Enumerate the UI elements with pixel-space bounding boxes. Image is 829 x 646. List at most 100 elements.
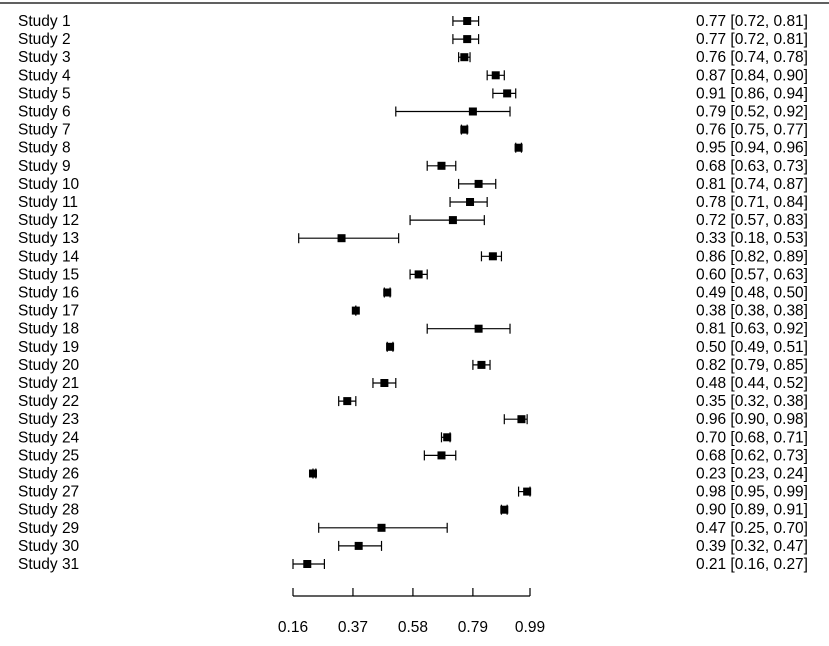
study-row: Study 19 0.50 [0.49, 0.51] bbox=[18, 339, 808, 356]
study-row: Study 27 0.98 [0.95, 0.99] bbox=[18, 484, 808, 501]
point-estimate-marker bbox=[460, 125, 469, 134]
point-estimate-marker bbox=[500, 505, 509, 514]
study-label: Study 12 bbox=[18, 212, 79, 229]
study-label: Study 14 bbox=[18, 248, 80, 265]
x-axis-tick-label: 0.37 bbox=[338, 619, 368, 636]
study-row: Study 25 0.68 [0.62, 0.73] bbox=[18, 447, 808, 464]
estimate-ci-text: 0.87 [0.84, 0.90] bbox=[696, 67, 808, 84]
point-estimate-marker bbox=[448, 216, 457, 225]
x-axis-tick-label: 0.16 bbox=[278, 619, 308, 636]
study-row: Study 29 0.47 [0.25, 0.70] bbox=[18, 520, 808, 537]
point-estimate-marker bbox=[514, 143, 523, 152]
estimate-ci-text: 0.82 [0.79, 0.85] bbox=[696, 357, 808, 374]
study-label: Study 27 bbox=[18, 484, 79, 501]
point-estimate-marker bbox=[337, 234, 346, 243]
study-row: Study 17 0.38 [0.38, 0.38] bbox=[18, 303, 808, 320]
estimate-ci-text: 0.86 [0.82, 0.89] bbox=[696, 248, 808, 265]
study-row: Study 20 0.82 [0.79, 0.85] bbox=[18, 357, 808, 374]
estimate-ci-text: 0.47 [0.25, 0.70] bbox=[696, 520, 808, 537]
estimate-ci-text: 0.35 [0.32, 0.38] bbox=[696, 393, 808, 410]
point-estimate-marker bbox=[503, 89, 512, 98]
study-label: Study 24 bbox=[18, 429, 80, 446]
point-estimate-marker bbox=[343, 397, 352, 406]
x-axis-tick-label: 0.58 bbox=[398, 619, 428, 636]
study-label: Study 21 bbox=[18, 375, 79, 392]
point-estimate-marker bbox=[437, 161, 446, 170]
point-estimate-marker bbox=[303, 560, 312, 568]
study-row: Study 14 0.86 [0.82, 0.89] bbox=[18, 248, 808, 265]
point-estimate-marker bbox=[477, 360, 486, 369]
point-estimate-marker bbox=[466, 198, 475, 206]
study-label: Study 7 bbox=[18, 122, 71, 139]
estimate-ci-text: 0.95 [0.94, 0.96] bbox=[696, 140, 808, 157]
point-estimate-marker bbox=[468, 107, 477, 116]
estimate-ci-text: 0.48 [0.44, 0.52] bbox=[696, 375, 808, 392]
study-label: Study 9 bbox=[18, 158, 71, 175]
estimate-ci-text: 0.68 [0.62, 0.73] bbox=[696, 447, 808, 464]
estimate-ci-text: 0.91 [0.86, 0.94] bbox=[696, 85, 808, 102]
estimate-ci-text: 0.79 [0.52, 0.92] bbox=[696, 104, 808, 121]
study-label: Study 26 bbox=[18, 466, 79, 483]
study-label: Study 6 bbox=[18, 104, 71, 121]
point-estimate-marker bbox=[474, 179, 483, 188]
study-label: Study 10 bbox=[18, 176, 80, 193]
study-row: Study 22 0.35 [0.32, 0.38] bbox=[18, 393, 808, 410]
estimate-ci-text: 0.81 [0.63, 0.92] bbox=[696, 321, 808, 338]
point-estimate-marker bbox=[517, 415, 526, 424]
point-estimate-marker bbox=[354, 541, 363, 550]
estimate-ci-text: 0.68 [0.63, 0.73] bbox=[696, 158, 808, 175]
estimate-ci-text: 0.70 [0.68, 0.71] bbox=[696, 429, 808, 446]
study-label: Study 3 bbox=[18, 49, 71, 66]
estimate-ci-text: 0.39 [0.32, 0.47] bbox=[696, 538, 808, 555]
estimate-ci-text: 0.77 [0.72, 0.81] bbox=[696, 13, 808, 30]
point-estimate-marker bbox=[443, 433, 452, 442]
point-estimate-marker bbox=[523, 487, 532, 496]
study-label: Study 29 bbox=[18, 520, 79, 537]
study-label: Study 20 bbox=[18, 357, 80, 374]
study-row: Study 23 0.96 [0.90, 0.98] bbox=[18, 411, 808, 428]
estimate-ci-text: 0.98 [0.95, 0.99] bbox=[696, 484, 808, 501]
study-row: Study 9 0.68 [0.63, 0.73] bbox=[18, 158, 808, 175]
study-row: Study 30 0.39 [0.32, 0.47] bbox=[18, 538, 808, 555]
estimate-ci-text: 0.76 [0.74, 0.78] bbox=[696, 49, 808, 66]
point-estimate-marker bbox=[491, 71, 500, 80]
study-label: Study 11 bbox=[18, 194, 78, 211]
estimate-ci-text: 0.77 [0.72, 0.81] bbox=[696, 31, 808, 48]
estimate-ci-text: 0.23 [0.23, 0.24] bbox=[696, 466, 808, 483]
study-row: Study 24 0.70 [0.68, 0.71] bbox=[18, 429, 808, 446]
study-label: Study 1 bbox=[18, 13, 71, 30]
study-row: Study 6 0.79 [0.52, 0.92] bbox=[18, 104, 808, 121]
study-label: Study 13 bbox=[18, 230, 79, 247]
point-estimate-marker bbox=[383, 288, 392, 297]
study-row: Study 18 0.81 [0.63, 0.92] bbox=[18, 321, 808, 338]
study-row: Study 10 0.81 [0.74, 0.87] bbox=[18, 176, 808, 193]
point-estimate-marker bbox=[308, 469, 317, 478]
point-estimate-marker bbox=[414, 270, 423, 279]
study-label: Study 31 bbox=[18, 556, 79, 573]
estimate-ci-text: 0.49 [0.48, 0.50] bbox=[696, 285, 808, 302]
estimate-ci-text: 0.81 [0.74, 0.87] bbox=[696, 176, 808, 193]
study-label: Study 22 bbox=[18, 393, 79, 410]
study-label: Study 28 bbox=[18, 502, 79, 519]
estimate-ci-text: 0.78 [0.71, 0.84] bbox=[696, 194, 808, 211]
study-row: Study 11 0.78 [0.71, 0.84] bbox=[18, 194, 808, 211]
study-row: Study 16 0.49 [0.48, 0.50] bbox=[18, 285, 808, 302]
study-row: Study 1 0.77 [0.72, 0.81] bbox=[18, 13, 808, 30]
study-label: Study 18 bbox=[18, 321, 79, 338]
study-row: Study 3 0.76 [0.74, 0.78] bbox=[18, 49, 808, 66]
study-label: Study 30 bbox=[18, 538, 80, 555]
study-row: Study 2 0.77 [0.72, 0.81] bbox=[18, 31, 808, 48]
study-row: Study 28 0.90 [0.89, 0.91] bbox=[18, 502, 808, 519]
study-row: Study 7 0.76 [0.75, 0.77] bbox=[18, 122, 808, 139]
estimate-ci-text: 0.76 [0.75, 0.77] bbox=[696, 122, 808, 139]
study-row: Study 4 0.87 [0.84, 0.90] bbox=[18, 67, 808, 84]
study-label: Study 16 bbox=[18, 285, 79, 302]
x-axis-tick-label: 0.99 bbox=[515, 619, 545, 636]
study-label: Study 2 bbox=[18, 31, 71, 48]
point-estimate-marker bbox=[463, 35, 472, 44]
study-label: Study 25 bbox=[18, 447, 79, 464]
study-label: Study 17 bbox=[18, 303, 79, 320]
point-estimate-marker bbox=[460, 53, 469, 62]
point-estimate-marker bbox=[488, 252, 497, 261]
